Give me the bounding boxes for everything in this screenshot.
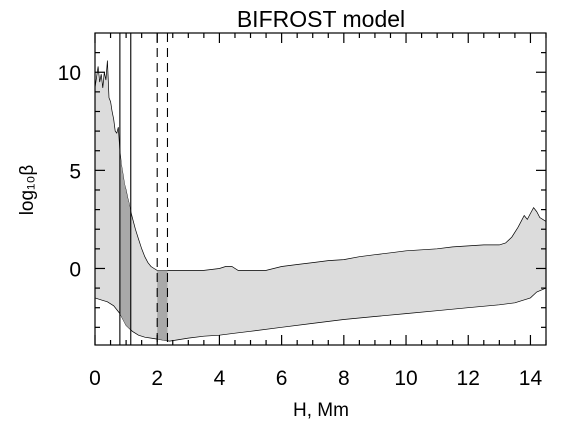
y-tick-label-10: 10 [58, 62, 81, 85]
chart-title: BIFROST model [237, 6, 405, 32]
y-tick-label-5: 5 [69, 160, 81, 183]
x-tick-label-10: 10 [394, 367, 417, 390]
y-tick-label-0: 0 [69, 258, 81, 281]
x-axis-label: H, Mm [293, 400, 349, 421]
highlight-layer [119, 150, 168, 341]
upper-envelope-line [94, 60, 547, 271]
x-tick-label-0: 0 [89, 367, 101, 390]
tick-label-layer: 0 2 4 6 8 10 12 14 0 5 10 [58, 62, 543, 390]
x-tick-label-14: 14 [519, 367, 543, 390]
y-axis-label: log₁₀β [17, 165, 38, 216]
highlight-region-1 [119, 150, 131, 330]
reference-line-layer [119, 33, 169, 345]
x-tick-label-8: 8 [338, 367, 350, 390]
x-tick-label-12: 12 [457, 367, 480, 390]
x-tick-label-6: 6 [276, 367, 288, 390]
highlight-region-2 [157, 270, 168, 341]
x-tick-label-4: 4 [214, 367, 226, 390]
shaded-band [95, 60, 546, 342]
lower-envelope-line [94, 287, 547, 342]
plot-frame [94, 32, 547, 346]
axes-layer [94, 32, 547, 346]
x-tick-label-2: 2 [151, 367, 163, 390]
band-layer [94, 60, 547, 342]
